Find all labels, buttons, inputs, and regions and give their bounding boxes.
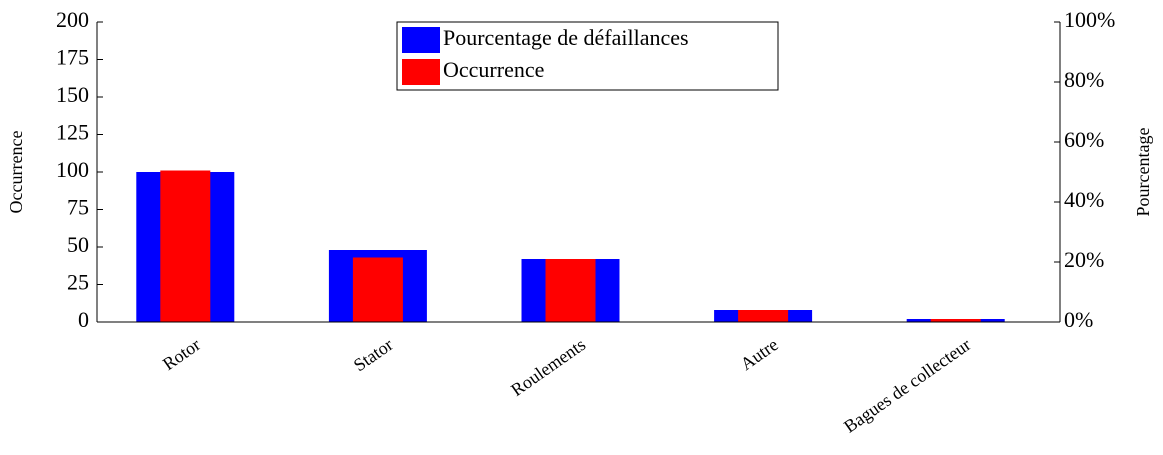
bar xyxy=(930,319,981,322)
x-tick-label: Stator xyxy=(350,334,397,375)
x-tick-label: Autre xyxy=(737,334,782,374)
x-tick-label: Rotor xyxy=(159,334,204,374)
legend-label: Pourcentage de défaillances xyxy=(443,25,689,50)
y-tick-label: 25 xyxy=(67,270,89,295)
y-axis-label: Occurrence xyxy=(6,131,26,214)
y-tick-label: 125 xyxy=(56,120,89,145)
bar xyxy=(545,259,596,322)
y-tick-label: 175 xyxy=(56,45,89,70)
y-tick-label: 200 xyxy=(56,7,89,32)
legend-box xyxy=(396,21,779,91)
y-tick-label: 0 xyxy=(78,307,89,332)
y2-tick-label: 80% xyxy=(1064,67,1104,92)
x-tick-label: Roulements xyxy=(507,334,589,400)
y2-tick-label: 20% xyxy=(1064,247,1104,272)
y2-tick-label: 40% xyxy=(1064,187,1104,212)
bar xyxy=(738,310,789,322)
y-tick-label: 150 xyxy=(56,82,89,107)
y2-tick-label: 100% xyxy=(1064,7,1115,32)
x-tick-label: Bagues de collecteur xyxy=(840,334,974,436)
bar xyxy=(352,257,403,322)
y2-tick-label: 0% xyxy=(1064,307,1093,332)
y2-axis-label: Pourcentage xyxy=(1133,128,1153,217)
y2-tick-label: 60% xyxy=(1064,127,1104,152)
y-tick-label: 75 xyxy=(67,195,89,220)
legend: Pourcentage de défaillances Occurrence xyxy=(396,21,779,91)
bar xyxy=(160,170,211,322)
y-tick-label: 50 xyxy=(67,232,89,257)
y-tick-label: 100 xyxy=(56,157,89,182)
legend-swatch xyxy=(402,27,440,53)
legend-label: Occurrence xyxy=(443,57,544,82)
legend-swatch xyxy=(402,59,440,85)
